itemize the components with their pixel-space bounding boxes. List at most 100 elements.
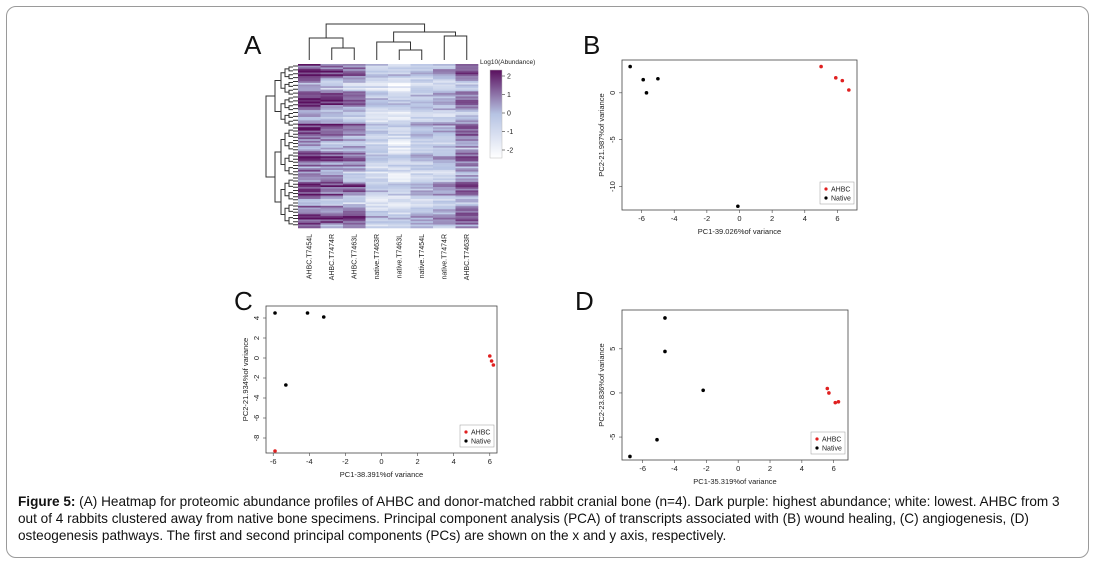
heatmap-cell	[388, 181, 411, 184]
heatmap-cell	[455, 118, 479, 121]
heatmap-cell	[410, 200, 434, 203]
heatmap-cell	[388, 134, 411, 137]
heatmap-cell	[320, 209, 344, 212]
heatmap-cell	[320, 125, 344, 128]
caption-text: (A) Heatmap for proteomic abundance prof…	[18, 494, 1060, 543]
heatmap-cell	[320, 123, 344, 126]
heatmap-cell	[410, 151, 434, 154]
heatmap-cell	[365, 193, 389, 196]
heatmap-cell	[410, 156, 434, 159]
heatmap-cell	[410, 207, 434, 210]
heatmap-cell	[410, 219, 434, 222]
heatmap-cell	[298, 101, 321, 104]
heatmap-cell	[343, 79, 366, 82]
data-point-native	[663, 349, 667, 354]
heatmap-cell	[455, 116, 479, 119]
heatmap-cell	[433, 149, 456, 152]
heatmap-cell	[343, 122, 366, 125]
heatmap-cell	[343, 72, 366, 75]
heatmap-cell	[433, 130, 456, 133]
heatmap-cell	[388, 178, 411, 181]
heatmap-cell	[298, 91, 321, 94]
heatmap-cell	[388, 216, 411, 219]
heatmap-cell	[410, 84, 434, 87]
heatmap-cell	[365, 79, 389, 82]
heatmap-cell	[455, 197, 479, 200]
heatmap-cell	[298, 192, 321, 195]
heatmap-cell	[433, 89, 456, 92]
heatmap-cell	[455, 175, 479, 178]
y-tick-label: 2	[252, 336, 261, 340]
heatmap-cell	[343, 140, 366, 143]
heatmap-cell	[433, 214, 456, 217]
heatmap-cell	[298, 169, 321, 172]
legend-marker	[824, 196, 828, 200]
heatmap-cell	[433, 204, 456, 207]
heatmap-cell	[320, 175, 344, 178]
heatmap-cell	[320, 67, 344, 70]
legend-entry: Native	[831, 196, 851, 203]
heatmap-cell	[388, 139, 411, 142]
heatmap-cell	[298, 146, 321, 149]
heatmap-cell	[410, 87, 434, 90]
heatmap-cell	[298, 198, 321, 201]
heatmap-cell	[433, 156, 456, 159]
panel-letter-a: A	[244, 30, 262, 60]
heatmap-cell	[433, 110, 456, 113]
heatmap-cell	[433, 180, 456, 183]
heatmap-cell	[433, 166, 456, 169]
heatmap-cell	[410, 146, 434, 149]
heatmap-cell	[298, 151, 321, 154]
heatmap-cell	[388, 202, 411, 205]
x-tick-label: -4	[306, 457, 313, 466]
heatmap-panel-a: AHBC.T7454L AHBC.T7474R AHBC.T7463L native.…	[265, 23, 535, 280]
heatmap-cell	[433, 96, 456, 99]
y-axis-label: PC2-21.934%of variance	[241, 338, 250, 421]
heatmap-cell	[298, 216, 321, 219]
heatmap-cell	[410, 195, 434, 198]
heatmap-cell	[343, 169, 366, 172]
heatmap-cell	[433, 74, 456, 77]
heatmap-cell	[298, 210, 321, 213]
heatmap-cell	[388, 219, 411, 222]
heatmap-cell	[343, 118, 366, 121]
heatmap-cell	[455, 164, 479, 167]
heatmap-cell	[455, 86, 479, 89]
heatmap-cell	[410, 86, 434, 89]
heatmap-cell	[298, 214, 321, 217]
heatmap-cell	[410, 123, 434, 126]
heatmap-cell	[365, 147, 389, 150]
heatmap-cell	[433, 157, 456, 160]
heatmap-cell	[298, 219, 321, 222]
dendrogram-branch	[325, 23, 426, 38]
data-point-native	[628, 64, 632, 69]
heatmap-cell	[320, 198, 344, 201]
heatmap-cell	[388, 154, 411, 157]
heatmap-cell	[365, 139, 389, 142]
heatmap-cell	[388, 135, 411, 138]
heatmap-cell	[388, 164, 411, 167]
heatmap-cell	[455, 89, 479, 92]
heatmap-cell	[320, 187, 344, 190]
heatmap-cell	[343, 103, 366, 106]
heatmap-cell	[410, 188, 434, 191]
heatmap-cell	[410, 72, 434, 75]
heatmap-cell	[365, 103, 389, 106]
heatmap-cell	[455, 216, 479, 219]
heatmap-cell	[455, 75, 479, 78]
heatmap-cell	[365, 207, 389, 210]
heatmap-cell	[298, 202, 321, 205]
heatmap-cell	[455, 64, 479, 67]
heatmap-cell	[320, 128, 344, 131]
heatmap-cell	[455, 198, 479, 201]
heatmap-cell	[365, 187, 389, 190]
heatmap-cell	[433, 116, 456, 119]
heatmap-cell	[410, 209, 434, 212]
data-point-native	[644, 91, 649, 95]
heatmap-cell	[365, 82, 389, 85]
heatmap-cell	[343, 116, 366, 119]
heatmap-cell	[455, 217, 479, 220]
heatmap-cell	[410, 65, 434, 68]
heatmap-cell	[343, 67, 366, 70]
heatmap-cell	[365, 140, 389, 143]
